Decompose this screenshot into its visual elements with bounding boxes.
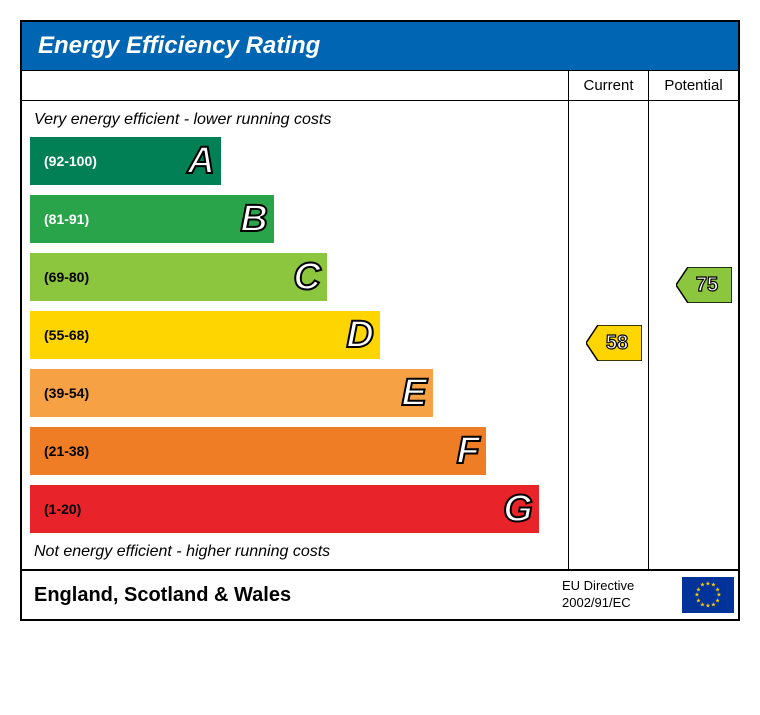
footer-region: England, Scotland & Wales — [22, 574, 558, 617]
band-letter-g: G — [503, 490, 533, 528]
band-d: (55-68) D — [30, 311, 380, 359]
band-f: (21-38) F — [30, 427, 486, 475]
band-b: (81-91) B — [30, 195, 274, 243]
band-row-c: (69-80) C — [30, 253, 560, 301]
bands-container: (92-100) A (81-91) B (69-80) C (55-68) D (39-54)… — [30, 137, 560, 533]
band-row-b: (81-91) B — [30, 195, 560, 243]
band-e: (39-54) E — [30, 369, 433, 417]
band-a: (92-100) A — [30, 137, 221, 185]
band-range-b: (81-91) — [44, 211, 89, 227]
band-letter-b: B — [240, 200, 267, 238]
current-value: 58 — [606, 332, 628, 355]
title-text: Energy Efficiency Rating — [38, 32, 320, 59]
potential-column: 75 — [648, 101, 738, 569]
band-letter-e: E — [401, 374, 426, 412]
band-range-c: (69-80) — [44, 269, 89, 285]
eu-star-icon: ★ — [700, 582, 705, 589]
header-current: Current — [568, 70, 648, 101]
band-row-g: (1-20) G — [30, 485, 560, 533]
band-letter-a: A — [187, 142, 214, 180]
band-row-a: (92-100) A — [30, 137, 560, 185]
band-range-d: (55-68) — [44, 327, 89, 343]
band-row-e: (39-54) E — [30, 369, 560, 417]
footer-directive: EU Directive 2002/91/EC — [558, 572, 678, 618]
band-row-d: (55-68) D — [30, 311, 560, 359]
current-column: 58 — [568, 101, 648, 569]
band-row-f: (21-38) F — [30, 427, 560, 475]
chart-column: Very energy efficient - lower running co… — [22, 101, 568, 569]
potential-badge: 75 — [676, 267, 732, 303]
band-letter-c: C — [293, 258, 320, 296]
top-note: Very energy efficient - lower running co… — [34, 111, 556, 129]
eu-flag-icon: ★★★★★★★★★★★★ — [682, 577, 734, 613]
band-range-a: (92-100) — [44, 153, 97, 169]
band-letter-f: F — [457, 432, 480, 470]
band-letter-d: D — [346, 316, 373, 354]
eu-star-icon: ★ — [705, 603, 710, 610]
epc-chart: Energy Efficiency Rating Current Potenti… — [20, 20, 740, 621]
title-bar: Energy Efficiency Rating — [22, 22, 738, 70]
potential-value: 75 — [696, 274, 718, 297]
directive-line1: EU Directive — [562, 578, 674, 595]
current-badge: 58 — [586, 325, 642, 361]
directive-line2: 2002/91/EC — [562, 595, 674, 612]
band-range-g: (1-20) — [44, 501, 81, 517]
footer: England, Scotland & Wales EU Directive 2… — [22, 569, 738, 619]
band-c: (69-80) C — [30, 253, 327, 301]
band-g: (1-20) G — [30, 485, 539, 533]
band-range-f: (21-38) — [44, 443, 89, 459]
main-grid: Current Potential Very energy efficient … — [22, 70, 738, 569]
header-spacer — [22, 70, 568, 101]
band-range-e: (39-54) — [44, 385, 89, 401]
header-potential: Potential — [648, 70, 738, 101]
bottom-note: Not energy efficient - higher running co… — [34, 543, 556, 561]
eu-star-icon: ★ — [711, 601, 716, 608]
